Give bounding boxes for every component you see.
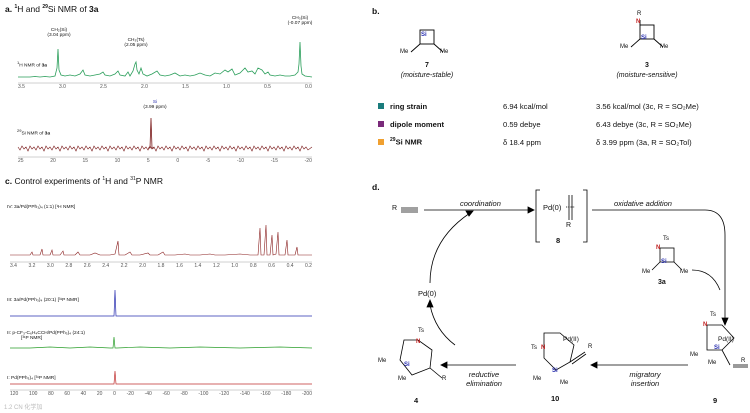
4-ts: Ts	[418, 328, 424, 334]
cmpd9-label: 9	[713, 396, 718, 405]
10-me-left: Me	[533, 376, 542, 382]
structure-7-me-right: Me	[440, 49, 449, 55]
3a-n: N	[656, 245, 661, 251]
spec1-spectrum	[10, 370, 312, 391]
swatch-ring-strain	[378, 103, 384, 109]
peak4-label: Si (3.99 ppm)	[143, 100, 167, 110]
row-dipole: dipole moment 0.59 debye 6.43 debye (3c,…	[378, 115, 748, 133]
9-ts: Ts	[710, 312, 716, 318]
spec3-label: III: 3a/Pd(PPh₃)₄ (20:1) [³¹P NMR]	[7, 298, 79, 303]
watermark: 1.2 CN 化学加	[4, 405, 43, 411]
label-dipole: dipole moment	[390, 119, 445, 129]
panel-d-title: d.	[372, 182, 380, 192]
3a-ts: Ts	[663, 236, 669, 242]
10-si: Si	[552, 368, 558, 374]
cmpd8-label: 8	[556, 236, 561, 245]
v3-dipole: 6.43 debye (3c, R = SO₂Me)	[596, 119, 692, 129]
peak1-label: CH₂(Si) (3.04 ppm)	[47, 28, 71, 38]
v7-si-nmr: δ 18.4 ppm	[503, 137, 541, 147]
pd0-complex: Pd(0)	[543, 203, 562, 212]
si-nmr-3a-spectrum	[17, 117, 313, 158]
si-nmr-label: 29Si NMR of 3a	[17, 128, 50, 137]
9-n: N	[703, 322, 708, 328]
label-ring-strain: ring strain	[390, 101, 428, 111]
label-si-nmr: 29Si NMR	[390, 137, 423, 147]
9-me-bottom: Me	[708, 360, 717, 366]
10-r: R	[588, 344, 593, 350]
structure-7	[410, 29, 444, 53]
panel-b-title: b.	[372, 6, 380, 16]
9-me-left: Me	[690, 352, 699, 358]
cmpd3-desc: (moisture-sensitive)	[616, 72, 678, 79]
9-pd2: Pd(II)	[718, 336, 734, 343]
structure-3-si: Si	[641, 35, 647, 41]
structure-3-me-left: Me	[620, 44, 629, 50]
spec3-spectrum	[10, 289, 312, 317]
step-coordination: coordination	[460, 199, 501, 208]
h-axis-ticks: 3.5 3.0 2.5 2.0 1.5 1.0 0.5 0.0	[18, 84, 312, 90]
structure-7-si: Si	[421, 32, 427, 38]
pd0-complex-r: R	[566, 222, 572, 229]
catalytic-cycle	[399, 189, 748, 379]
spec1-label: I: Pd(PPh₃)₄ [³¹P NMR]	[7, 376, 56, 381]
c-p-axis-ticks: 120 100 80 60 40 20 0 -20 -40 -60 -80 -100 -120 -140-…	[10, 391, 312, 397]
3a-me-left: Me	[642, 269, 651, 275]
cmpd7-desc: (moisture-stable)	[400, 72, 454, 79]
property-table: ring strain 6.94 kcal/mol 3.56 kcal/mol …	[378, 97, 748, 151]
4-si: Si	[404, 362, 410, 368]
4-r: R	[442, 376, 447, 382]
row-ring-strain: ring strain 6.94 kcal/mol 3.56 kcal/mol …	[378, 97, 748, 115]
10-pd2: Pd(II)	[563, 336, 579, 343]
10-me-right: Me	[560, 380, 569, 386]
swatch-si-nmr	[378, 139, 384, 145]
v3-ring-strain: 3.56 kcal/mol (3c, R = SO₂Me)	[596, 101, 699, 111]
4-me-bottom: Me	[398, 376, 407, 382]
step-oxidative-addition: oxidative addition	[614, 199, 672, 208]
3a-si: Si	[661, 259, 667, 265]
4-me-left: Me	[378, 358, 387, 364]
row-si-nmr: 29Si NMR δ 18.4 ppm δ 3.99 ppm (3a, R = …	[378, 133, 748, 151]
10-n: N	[541, 345, 546, 351]
step-migratory-insertion: migratory insertion	[629, 370, 661, 388]
structure-3-n: N	[636, 19, 641, 25]
swatch-dipole	[378, 121, 384, 127]
cmpd3a-label: 3a	[658, 279, 666, 286]
panel-c-title: c. Control experiments of 1H and 31P NMR	[5, 176, 164, 186]
h-nmr-3a-spectrum	[18, 41, 313, 84]
spec4-spectrum	[10, 224, 312, 263]
4-n: N	[416, 339, 421, 345]
structure-3-me-right: Me	[660, 44, 669, 50]
3a-me-right: Me	[680, 269, 689, 275]
10-ts: Ts	[531, 345, 537, 351]
spec4-label: IV: 3a/Pd(PPh₃)₄ (1:1) [¹H NMR]	[7, 205, 76, 210]
step-reductive-elimination: reductive elimination	[466, 370, 502, 388]
pd0-catalyst: Pd(0)	[418, 289, 437, 298]
c-h-axis-ticks: 3.4 3.2 3.0 2.8 2.6 2.4 2.2 2.0 1.8 1.6 1.4 1.2 1.0 0…	[10, 263, 312, 269]
v3-si-nmr: δ 3.99 ppm (3a, R = SO₂Tol)	[596, 137, 692, 147]
cmpd10-label: 10	[551, 394, 560, 403]
structure-7-me-left: Me	[400, 49, 409, 55]
peak3-label: CH₃(Si) (-0.07 ppm)	[287, 16, 313, 26]
alkyne-r: R	[392, 205, 398, 212]
9-r: R	[741, 358, 746, 364]
cmpd3-num: 3	[645, 62, 649, 69]
peak2-label: CH₃(Ts) (2.05 ppm)	[124, 38, 148, 48]
spec2-label: II: p-CF₃-C₆H₄CCH/Pd(PPh₃)₄ (24:1) [³¹P N…	[7, 331, 85, 341]
h-nmr-label: 1H NMR of 3a	[17, 60, 47, 69]
spec2-spectrum	[10, 336, 313, 349]
si-axis-ticks: 25 20 15 10 5 0 -5 -10 -15 -20	[18, 158, 312, 164]
9-si: Si	[714, 345, 720, 351]
structure-3-r: R	[637, 11, 642, 17]
cmpd4-label: 4	[414, 396, 419, 405]
structure-3	[630, 20, 664, 48]
cmpd7-num: 7	[425, 62, 429, 69]
panel-a-title: a. 1H and 29Si NMR of 3a	[5, 4, 99, 14]
v7-dipole: 0.59 debye	[503, 119, 541, 129]
v7-ring-strain: 6.94 kcal/mol	[503, 101, 548, 111]
